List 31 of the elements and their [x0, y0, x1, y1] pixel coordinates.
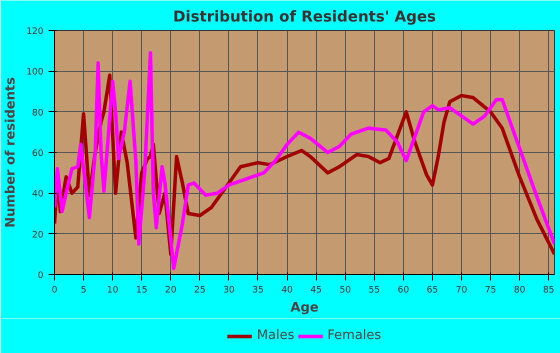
y-tick-label: 60	[32, 149, 44, 159]
x-tick-label: 70	[456, 286, 468, 296]
x-tick-label: 45	[310, 286, 322, 296]
line-series	[54, 51, 554, 270]
y-tick-label: 80	[32, 108, 44, 118]
x-tick-label: 25	[194, 286, 206, 296]
x-tick-label: 30	[223, 286, 235, 296]
x-tick-label: 20	[165, 286, 177, 296]
x-tick-label: 65	[426, 286, 438, 296]
x-tick-label: 80	[514, 286, 526, 296]
y-tick-label: 40	[32, 190, 44, 200]
x-tick-label: 5	[80, 286, 86, 296]
x-tick-label: 75	[484, 286, 496, 296]
x-tick-label: 15	[136, 286, 148, 296]
x-axis-title: Age	[290, 300, 319, 316]
x-tick-label: 55	[368, 286, 380, 296]
x-tick-label: 85	[542, 286, 554, 296]
y-axis-title: Number of residents	[3, 76, 18, 228]
x-tick-label: 35	[252, 286, 264, 296]
x-tick-label: 40	[281, 286, 294, 296]
legend-label: Males	[256, 328, 294, 343]
x-tick-label: 50	[339, 286, 352, 296]
x-tick-label: 60	[398, 286, 410, 296]
y-tick-label: 0	[38, 271, 44, 281]
chart-title: Distribution of Residents' Ages	[173, 8, 436, 26]
x-tick-label: 10	[106, 286, 119, 296]
y-tick-label: 120	[26, 27, 44, 37]
y-tick-label: 20	[32, 230, 44, 240]
y-tick-label: 100	[26, 68, 44, 78]
x-tick-label: 0	[52, 286, 58, 296]
legend-label: Females	[327, 328, 382, 343]
